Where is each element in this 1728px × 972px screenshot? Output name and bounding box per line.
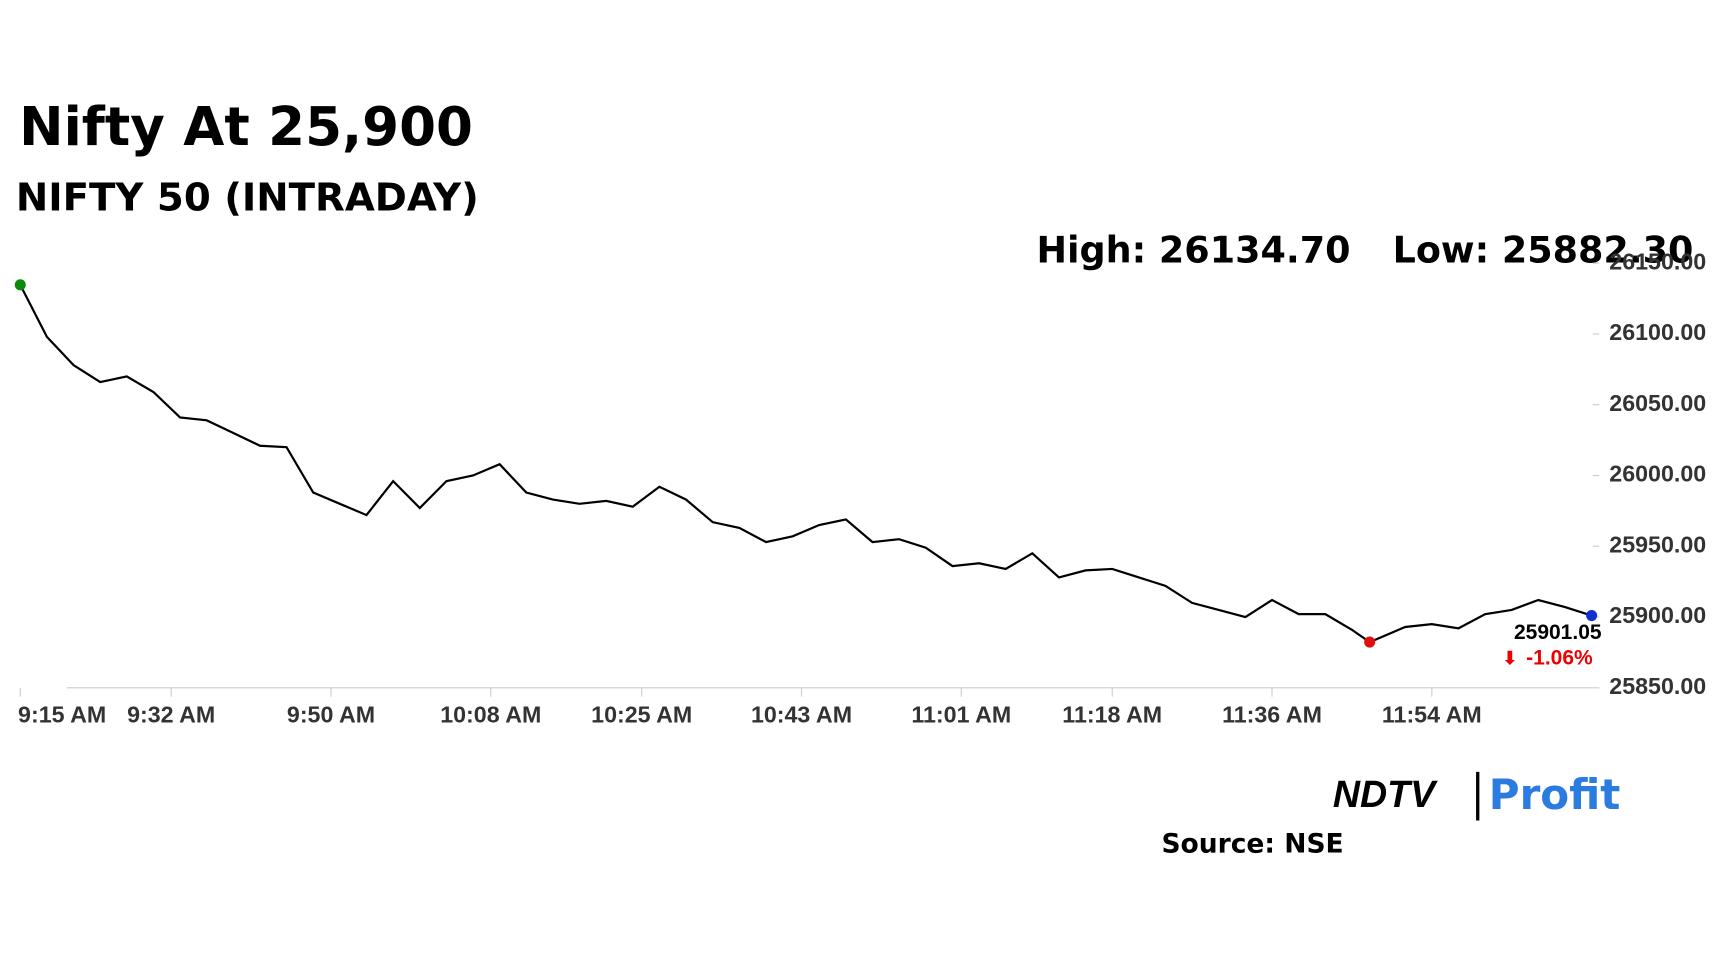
low-label: Low: 25882.30	[1393, 229, 1694, 272]
last-marker	[1586, 610, 1598, 622]
x-tick-label: 11:01 AM	[911, 702, 1011, 728]
last-value-label: 25901.05	[1514, 621, 1602, 644]
y-tick-label: 26100.00	[1609, 319, 1706, 345]
x-tick-label: 10:08 AM	[440, 702, 541, 728]
logo-ndtv: NDTV	[1333, 773, 1438, 815]
y-tick-label: 25900.00	[1609, 602, 1706, 628]
price-line	[19, 284, 1592, 644]
x-tick-label: 11:36 AM	[1222, 702, 1322, 728]
y-tick-label: 25850.00	[1609, 673, 1706, 699]
change-label: -1.06%	[1526, 647, 1593, 670]
chart-subtitle: NIFTY 50 (INTRADAY)	[16, 176, 479, 221]
x-tick-label: 11:54 AM	[1382, 702, 1482, 728]
x-tick-label: 10:43 AM	[751, 702, 852, 728]
y-tick-label: 26050.00	[1609, 390, 1706, 416]
logo-profit: Profit	[1489, 770, 1621, 819]
y-tick-label: 26000.00	[1609, 461, 1706, 487]
high-label: High: 26134.70	[1037, 229, 1351, 272]
high-marker	[14, 279, 26, 291]
low-marker	[1364, 636, 1376, 648]
x-tick-label: 9:32 AM	[127, 702, 215, 728]
chart-title: Nifty At 25,900	[19, 96, 473, 158]
y-tick-label: 26150.00	[1609, 248, 1706, 274]
y-tick-label: 25950.00	[1609, 531, 1706, 557]
x-tick-label: 9:50 AM	[287, 702, 375, 728]
source: Source: NSE	[1161, 828, 1343, 859]
down-arrow: ⬇	[1502, 649, 1518, 670]
x-tick-label: 9:15 AM	[18, 702, 106, 728]
x-tick-label: 11:18 AM	[1062, 702, 1162, 728]
x-tick-label: 10:25 AM	[591, 702, 692, 728]
